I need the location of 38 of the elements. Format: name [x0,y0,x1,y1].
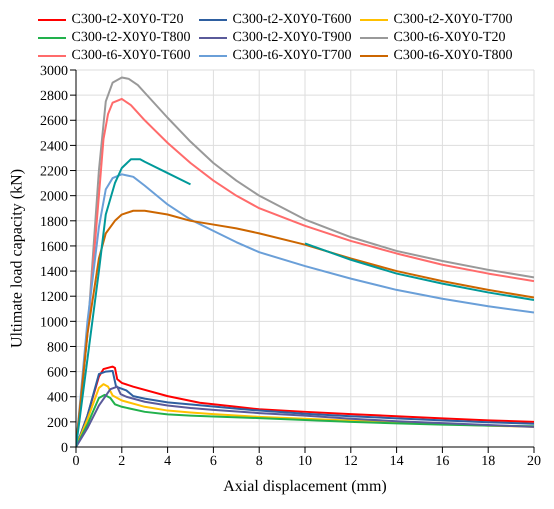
x-axis-title: Axial displacement (mm) [223,478,387,495]
legend-label: C300-t2-X0Y0-T800 [72,30,190,46]
x-tick-label: 12 [344,454,358,469]
y-tick-label: 2800 [40,89,68,104]
x-tick-label: 8 [256,454,263,469]
y-tick-label: 1200 [40,290,68,306]
legend-label: C300-t6-X0Y0-T700 [232,48,352,64]
legend-label: C300-t6-X0Y0-T800 [394,48,512,64]
x-tick-label: 2 [118,454,126,469]
legend-label: C300-t6-X0Y0-T20 [394,30,506,46]
x-tick-label: 20 [527,454,541,469]
y-axis-title: Ultimate load capacity (kN) [8,168,26,348]
y-tick-label: 2400 [40,139,68,154]
y-tick-label: 200 [47,416,68,431]
x-tick-label: 10 [298,454,312,469]
legend-label: C300-t2-X0Y0-T700 [394,12,512,28]
y-tick-label: 400 [47,390,68,406]
x-tick-label: 0 [72,454,80,469]
legend-label: C300-t2-X0Y0-T600 [232,12,352,28]
y-tick-label: 600 [47,366,68,381]
y-tick-label: 1800 [40,214,68,230]
legend-label: C300-t2-X0Y0-T20 [72,12,184,28]
y-tick-label: 2200 [40,164,68,180]
y-tick-label: 3000 [40,64,68,79]
x-tick-label: 14 [390,454,404,469]
x-tick-label: 16 [435,454,450,469]
y-tick-label: 2600 [40,114,68,130]
y-tick-label: 0 [61,440,68,456]
y-tick-label: 1000 [40,315,68,330]
legend-label: C300-t2-X0Y0-T900 [232,30,352,46]
x-tick-label: 4 [164,454,172,469]
y-tick-label: 2000 [40,190,68,205]
x-tick-label: 18 [481,454,496,469]
legend-label: C300-t6-X0Y0-T600 [72,48,190,64]
x-tick-label: 6 [210,454,217,469]
y-tick-label: 800 [47,340,68,356]
y-tick-label: 1600 [40,240,68,255]
y-tick-label: 1400 [40,265,68,280]
